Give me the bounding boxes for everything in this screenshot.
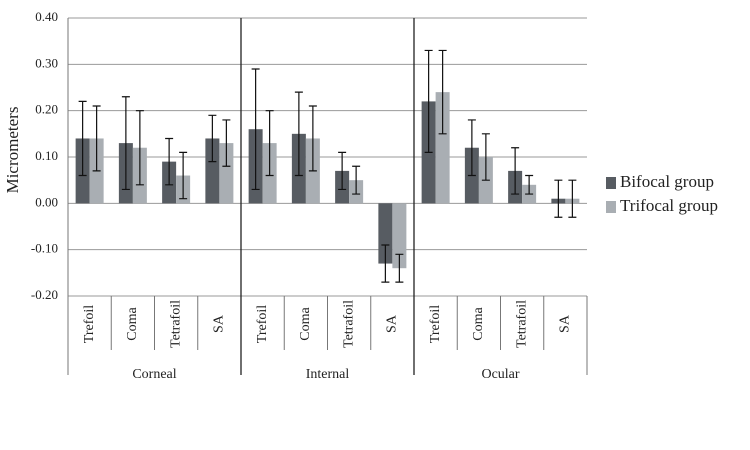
x-tick-label: Tetrafoil: [514, 300, 529, 348]
error-bar: [308, 105, 317, 172]
y-tick-label: 0.00: [35, 194, 58, 209]
group-label: Ocular: [481, 367, 519, 382]
legend-swatch: [606, 201, 616, 213]
x-tick-label: Trefoil: [255, 305, 270, 343]
bar: [205, 138, 220, 204]
x-tick-label: SA: [385, 314, 400, 333]
x-tick-label: Trefoil: [428, 305, 443, 343]
error-bar: [381, 244, 390, 283]
x-tick-label: Coma: [125, 306, 140, 340]
bar: [378, 203, 393, 264]
x-tick-label: Coma: [471, 306, 486, 340]
error-bar: [554, 179, 563, 218]
group-label: Corneal: [132, 367, 176, 382]
error-bar: [568, 179, 577, 218]
error-bar: [438, 49, 447, 135]
error-bar: [78, 100, 87, 177]
x-tick-label: SA: [212, 314, 227, 333]
error-bar: [294, 91, 303, 177]
error-bar: [251, 68, 260, 191]
error-bar: [467, 119, 476, 177]
x-tick-label: Trefoil: [82, 305, 97, 343]
bar: [392, 203, 407, 269]
legend-label: Trifocal group: [620, 196, 718, 215]
y-tick-label: 0.20: [35, 102, 58, 117]
x-tick-label: Tetrafoil: [341, 300, 356, 348]
y-tick-label: -0.20: [31, 287, 58, 302]
error-bar: [92, 105, 101, 172]
y-tick-label: 0.40: [35, 9, 58, 24]
error-bar: [222, 119, 231, 167]
y-tick-label: 0.30: [35, 55, 58, 70]
x-tick-label: SA: [558, 314, 573, 333]
y-tick-label: -0.10: [31, 241, 58, 256]
group-label: Internal: [306, 367, 350, 382]
error-bar: [265, 110, 274, 177]
x-tick-label: Tetrafoil: [168, 300, 183, 348]
bar: [435, 92, 450, 204]
y-axis-label: Micrometers: [3, 107, 22, 194]
error-bar: [481, 133, 490, 181]
error-bar: [395, 253, 404, 283]
error-bar: [179, 151, 188, 200]
error-bar: [424, 49, 433, 153]
error-bar: [525, 174, 534, 195]
legend-label: Bifocal group: [620, 172, 714, 191]
bar: [219, 143, 234, 204]
error-bar: [135, 110, 144, 186]
error-bar: [338, 151, 347, 191]
error-bar: [165, 137, 174, 186]
error-bar: [121, 96, 130, 191]
error-bar: [208, 114, 217, 163]
legend-swatch: [606, 177, 616, 189]
x-tick-label: Coma: [298, 306, 313, 340]
y-tick-label: 0.10: [35, 148, 58, 163]
error-bar: [352, 165, 361, 195]
error-bar: [511, 147, 520, 195]
